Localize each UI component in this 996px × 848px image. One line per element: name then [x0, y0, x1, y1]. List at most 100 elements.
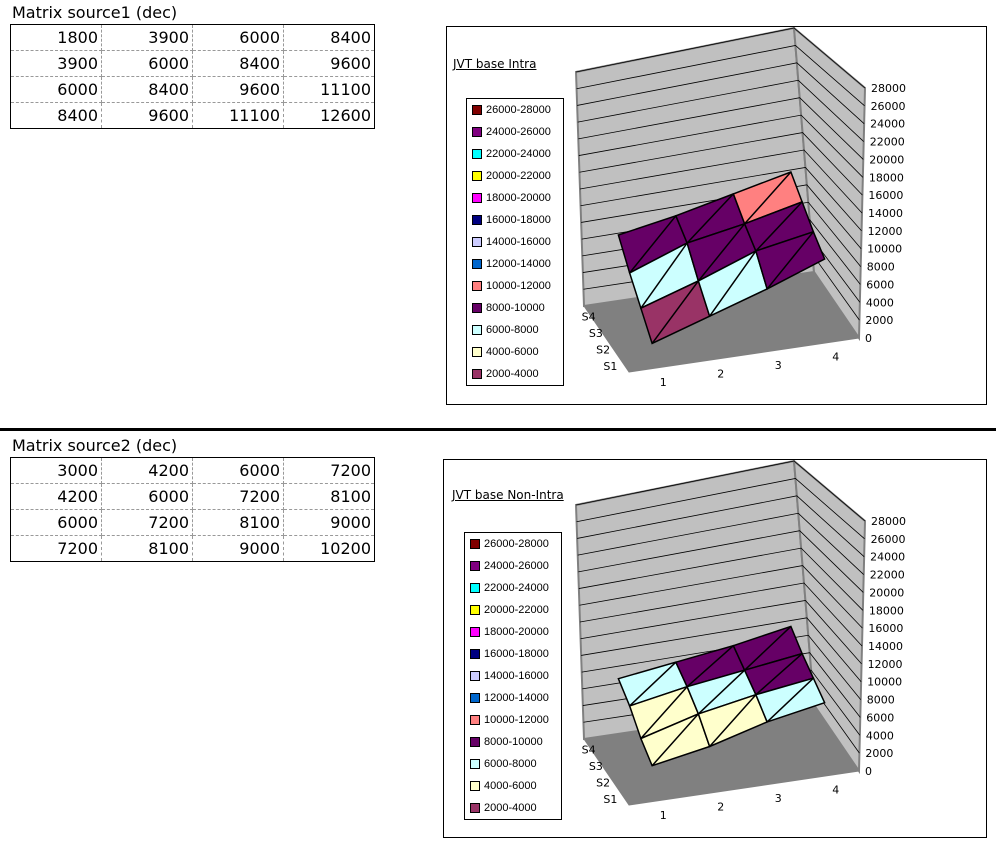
- legend-swatch: [470, 649, 480, 659]
- chart-legend: 26000-28000 24000-26000 22000-24000 20000-2…: [464, 532, 562, 820]
- legend-swatch: [470, 671, 480, 681]
- legend-item: 4000-6000: [465, 775, 561, 797]
- legend-item: 24000-26000: [467, 121, 563, 143]
- chart-plot: 0 2000 4000 6000 8000 10000 12000 14000 16000 180…: [574, 460, 906, 822]
- legend-item: 16000-18000: [465, 643, 561, 665]
- gridline: [575, 27, 866, 89]
- z-axis-tick-label: 4000: [866, 296, 894, 309]
- z-axis-tick-label: 20000: [869, 153, 904, 166]
- table-cell: 9000: [283, 509, 375, 536]
- legend-label: 2000-4000: [484, 802, 537, 814]
- z-axis-tick-label: 14000: [868, 640, 903, 653]
- chart-legend: 26000-28000 24000-26000 22000-24000 20000-2…: [466, 98, 564, 386]
- legend-swatch: [470, 605, 480, 615]
- gridline: [580, 166, 862, 232]
- legend-label: 4000-6000: [486, 346, 539, 358]
- table-cell: 6000: [101, 50, 193, 77]
- chart-plot: 0 2000 4000 6000 8000 10000 12000 14000 16000 180…: [574, 27, 906, 389]
- table-cell: 7200: [101, 509, 193, 536]
- surface-chart[interactable]: 0 2000 4000 6000 8000 10000 12000 14000 16000 180…: [443, 459, 987, 838]
- x-axis-tick-label: 4: [832, 350, 839, 363]
- section-divider: [0, 428, 996, 431]
- surface-diagonal: [629, 215, 677, 274]
- table-cell: 4200: [10, 483, 102, 510]
- x-axis-tick-label: 2: [717, 800, 724, 813]
- surface-diagonal: [709, 250, 757, 317]
- gridline: [579, 132, 863, 196]
- table-cell: 6000: [10, 509, 102, 536]
- legend-swatch: [470, 627, 480, 637]
- series-axis-label: S3: [589, 327, 603, 340]
- gridline: [581, 617, 862, 682]
- matrix-table: 3000 4200 6000 7200 4200 6000 7200 8100 6000 7200…: [10, 457, 375, 562]
- z-axis-tick-label: 8000: [867, 694, 895, 707]
- legend-item: 18000-20000: [465, 621, 561, 643]
- gridline: [577, 512, 864, 575]
- gridline: [580, 599, 862, 665]
- legend-label: 8000-10000: [484, 736, 543, 748]
- surface-diagonal: [629, 661, 677, 707]
- legend-swatch: [472, 105, 482, 115]
- gridline: [579, 565, 863, 629]
- surface-diagonal: [766, 231, 814, 290]
- legend-swatch: [472, 369, 482, 379]
- z-axis-tick-label: 28000: [871, 82, 906, 95]
- legend-swatch: [472, 193, 482, 203]
- x-axis-tick-label: 4: [832, 783, 839, 796]
- legend-swatch: [472, 149, 482, 159]
- legend-item: 20000-22000: [467, 165, 563, 187]
- surface-chart[interactable]: 0 2000 4000 6000 8000 10000 12000 14000 16000 180…: [446, 26, 987, 405]
- series-axis-label: S2: [596, 776, 610, 789]
- matrix-title: Matrix source1 (dec): [12, 3, 178, 22]
- series-axis-label: S3: [589, 760, 603, 773]
- legend-item: 22000-24000: [465, 577, 561, 599]
- z-axis-tick-label: 2000: [865, 747, 893, 760]
- legend-swatch: [472, 237, 482, 247]
- surface-diagonal: [709, 694, 757, 747]
- table-cell: 8100: [192, 509, 284, 536]
- z-axis-tick-label: 22000: [870, 569, 905, 582]
- legend-item: 26000-28000: [467, 99, 563, 121]
- legend-swatch: [472, 325, 482, 335]
- legend-swatch: [470, 693, 480, 703]
- legend-label: 10000-12000: [486, 280, 551, 292]
- legend-label: 18000-20000: [486, 192, 551, 204]
- legend-item: 2000-4000: [467, 363, 563, 385]
- table-cell: 9000: [192, 535, 284, 562]
- legend-item: 14000-16000: [467, 231, 563, 253]
- chart-title: JVT base Intra: [453, 57, 537, 71]
- z-axis-tick-label: 22000: [870, 136, 905, 149]
- legend-swatch: [470, 759, 480, 769]
- chart-title: JVT base Non-Intra: [452, 488, 564, 502]
- legend-item: 12000-14000: [465, 687, 561, 709]
- surface-diagonal: [697, 223, 746, 282]
- legend-label: 10000-12000: [484, 714, 549, 726]
- z-axis-tick-label: 16000: [868, 622, 903, 635]
- table-cell: 11100: [283, 76, 375, 103]
- legend-swatch: [470, 539, 480, 549]
- series-axis-label: S1: [603, 360, 617, 373]
- table-cell: 9600: [101, 102, 193, 129]
- table-cell: 12600: [283, 102, 375, 129]
- z-axis-tick-label: 28000: [871, 515, 906, 528]
- z-axis-tick-label: 24000: [870, 551, 905, 564]
- x-axis-tick-label: 1: [660, 809, 667, 822]
- z-axis-tick-label: 12000: [868, 658, 903, 671]
- legend-item: 16000-18000: [467, 209, 563, 231]
- x-axis-tick-label: 3: [775, 359, 782, 372]
- legend-swatch: [472, 303, 482, 313]
- legend-item: 20000-22000: [465, 599, 561, 621]
- table-row: 4200 6000 7200 8100: [10, 483, 375, 510]
- legend-item: 4000-6000: [467, 341, 563, 363]
- series-axis-label: S4: [582, 743, 596, 756]
- legend-item: 18000-20000: [467, 187, 563, 209]
- table-cell: 8400: [283, 24, 375, 51]
- legend-label: 6000-8000: [484, 758, 537, 770]
- legend-label: 14000-16000: [484, 670, 549, 682]
- legend-label: 22000-24000: [484, 582, 549, 594]
- table-row: 6000 8400 9600 11100: [10, 76, 375, 103]
- gridline: [578, 114, 864, 178]
- z-axis-tick-label: 10000: [867, 676, 902, 689]
- legend-label: 2000-4000: [486, 368, 539, 380]
- table-cell: 7200: [10, 535, 102, 562]
